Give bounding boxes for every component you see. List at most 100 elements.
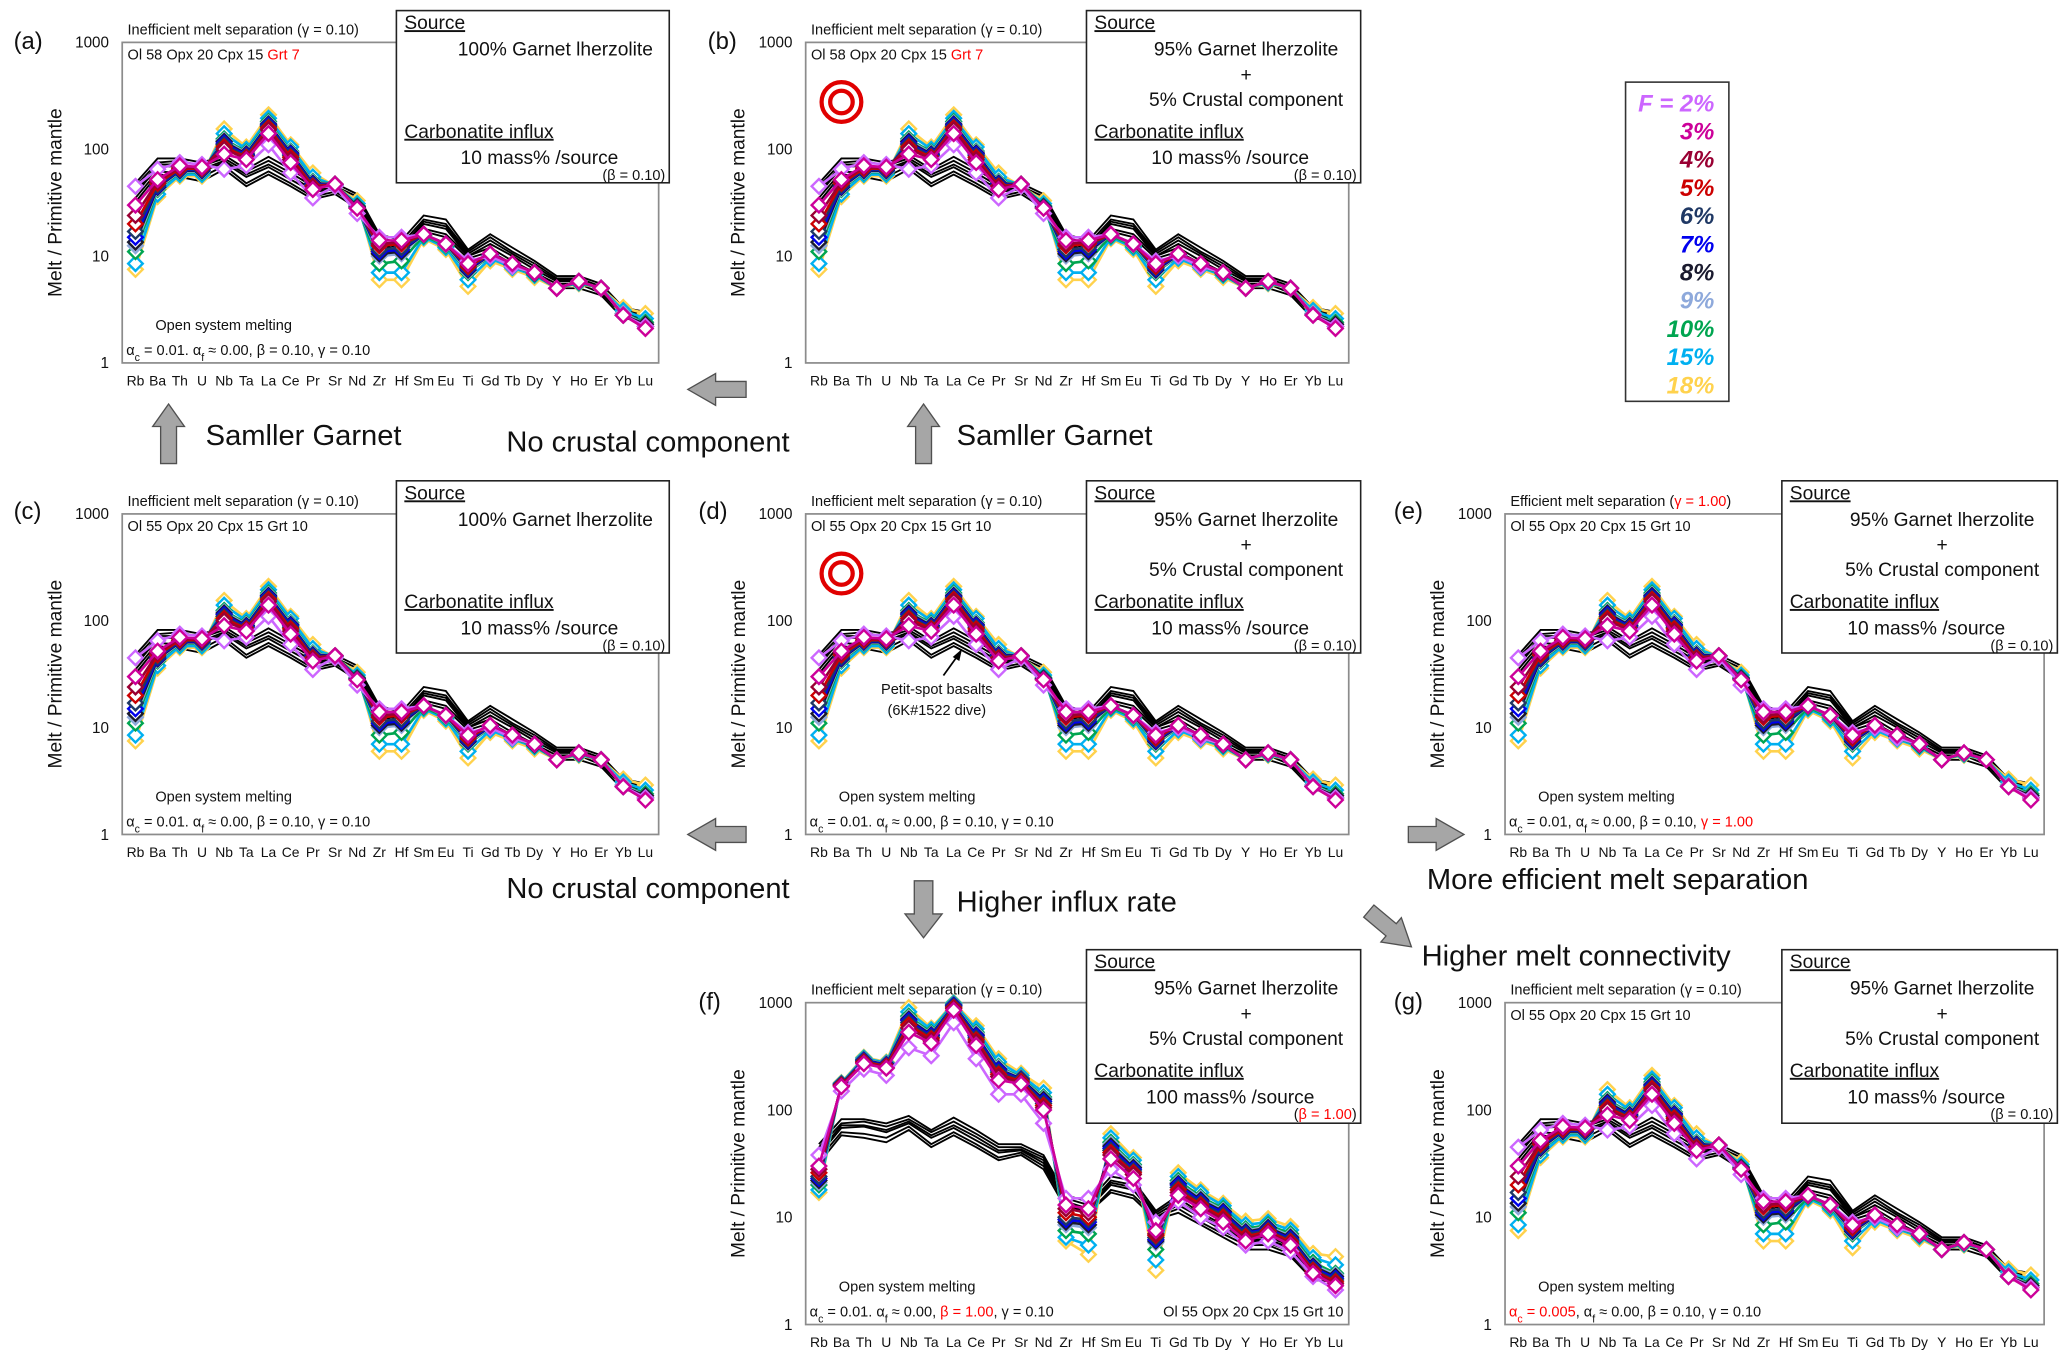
data-point <box>1687 652 1706 670</box>
panel-title-part: Inefficient melt separation (γ = 0.10) <box>128 494 359 510</box>
source-title: Source <box>1790 952 1851 973</box>
data-point <box>967 635 986 654</box>
x-tick-label: Sm <box>1798 1334 1819 1350</box>
y-tick-label: 1 <box>101 827 109 844</box>
data-point <box>215 160 234 179</box>
legend-item: 4% <box>1679 147 1714 174</box>
data-point <box>809 206 828 225</box>
x-tick-label: Sm <box>1100 844 1121 860</box>
beta-value-part: (β = 0.10) <box>1294 638 1357 654</box>
data-point <box>1509 726 1528 745</box>
data-point <box>1598 1105 1617 1124</box>
panel-title-part: Efficient melt separation ( <box>1510 494 1674 510</box>
data-point <box>348 670 367 689</box>
source-composition: 5% Crustal component <box>1149 560 1344 581</box>
data-point <box>809 177 828 196</box>
info-box: Source 95% Garnet lherzolite +5% Crustal c… <box>1781 948 2059 1125</box>
data-point <box>126 726 145 745</box>
panel-title-part: Inefficient melt separation (γ = 0.10) <box>811 22 1042 38</box>
x-tick-label: U <box>197 844 207 860</box>
x-tick-label: La <box>946 1334 962 1350</box>
model-parameters-part: = 0.01. α <box>823 1305 884 1321</box>
x-tick-label: Nb <box>900 1334 918 1350</box>
arrow-right-icon <box>1407 817 1466 852</box>
data-point <box>1999 777 2018 796</box>
data-point <box>126 206 145 225</box>
data-point <box>126 667 145 686</box>
arrow-up-icon <box>151 402 186 465</box>
source-composition: + <box>1937 535 1948 556</box>
mineral-mode: Ol 58 Opx 20 Cpx 15 Grt 7 <box>811 48 983 64</box>
model-parameters-part: α <box>810 815 818 831</box>
x-tick-label: Lu <box>2023 1334 2038 1350</box>
x-tick-label: Ti <box>463 372 474 388</box>
x-tick-label: Sr <box>1014 372 1028 388</box>
influx-rate: 10 mass% /source <box>461 618 619 639</box>
data-point <box>1079 263 1098 282</box>
y-tick-label: 100 <box>1466 1102 1491 1119</box>
arrow-icon <box>952 649 962 661</box>
x-tick-label: Ho <box>1259 1334 1277 1350</box>
data-point <box>459 726 478 745</box>
panel-label: (e) <box>1394 498 1423 525</box>
source-composition: 5% Crustal component <box>1149 90 1344 111</box>
y-tick-label: 100 <box>767 1102 792 1119</box>
data-point <box>1598 631 1617 650</box>
annotation-no-crustal-component: No crustal component <box>506 873 789 905</box>
model-parameters-part: , γ = 0.10 <box>993 1305 1053 1321</box>
data-point <box>1821 706 1840 725</box>
x-tick-label: Rb <box>810 1334 828 1350</box>
panel-g: (g) 1 10 100 1000 Melt / Primitive mantle Rb Ba… <box>1394 948 2059 1350</box>
data-point <box>525 263 544 282</box>
data-point <box>944 596 963 615</box>
info-box: Source 95% Garnet lherzolite +5% Crustal c… <box>1781 480 2059 654</box>
source-title: Source <box>1094 952 1155 973</box>
influx-title: Carbonatite influx <box>1094 122 1244 143</box>
beta-value: (β = 0.10) <box>1294 638 1357 654</box>
influx-title: Carbonatite influx <box>404 122 554 143</box>
data-point <box>1124 706 1143 725</box>
data-point <box>1888 726 1907 745</box>
y-tick-label: 100 <box>767 613 792 630</box>
legend-item: 7% <box>1680 231 1714 258</box>
data-point <box>1643 1085 1661 1104</box>
data-point <box>1509 678 1528 696</box>
x-tick-label: Ta <box>239 844 254 860</box>
data-point <box>1079 1236 1098 1255</box>
model-parameters-part: ≈ 0.00, β = 0.10, <box>1587 815 1701 831</box>
data-point <box>1776 1224 1795 1243</box>
x-tick-label: Ti <box>1150 1334 1161 1350</box>
data-point <box>967 153 986 172</box>
x-tick-label: Pr <box>1690 1334 1704 1350</box>
panel-b: (b) 1 10 100 1000 Melt / Primitive mantle Rb Ba… <box>708 9 1362 388</box>
data-point <box>148 170 167 189</box>
annotation-more-efficient-separation: More efficient melt separation <box>1427 864 1809 896</box>
y-tick-label: 10 <box>775 1210 792 1227</box>
panel-title: Efficient melt separation (γ = 1.00) <box>1510 494 1731 510</box>
data-point <box>614 306 633 325</box>
data-point <box>237 150 256 169</box>
data-point <box>436 234 455 253</box>
series-3pct <box>126 596 655 810</box>
x-tick-label: Dy <box>1911 844 1928 860</box>
mineral-mode-part: Grt 7 <box>267 48 299 64</box>
x-tick-label: Nb <box>900 844 918 860</box>
x-tick-label: Eu <box>437 372 454 388</box>
mineral-mode-part: Grt 7 <box>951 48 983 64</box>
data-point <box>854 1054 873 1073</box>
data-point <box>877 629 896 648</box>
x-tick-label: Yb <box>2000 844 2017 860</box>
x-tick-label: La <box>946 844 962 860</box>
x-tick-label: Pr <box>1690 844 1704 860</box>
data-point <box>1034 1100 1053 1119</box>
data-point <box>944 1001 963 1020</box>
data-point <box>237 622 256 641</box>
x-tick-label: Ce <box>967 1334 985 1350</box>
x-tick-label: Ti <box>1150 844 1161 860</box>
x-tick-label: U <box>1580 1334 1590 1350</box>
data-point <box>503 726 522 745</box>
data-point <box>1214 263 1233 282</box>
beta-value: (β = 0.10) <box>602 168 665 184</box>
data-point <box>1620 1111 1639 1130</box>
